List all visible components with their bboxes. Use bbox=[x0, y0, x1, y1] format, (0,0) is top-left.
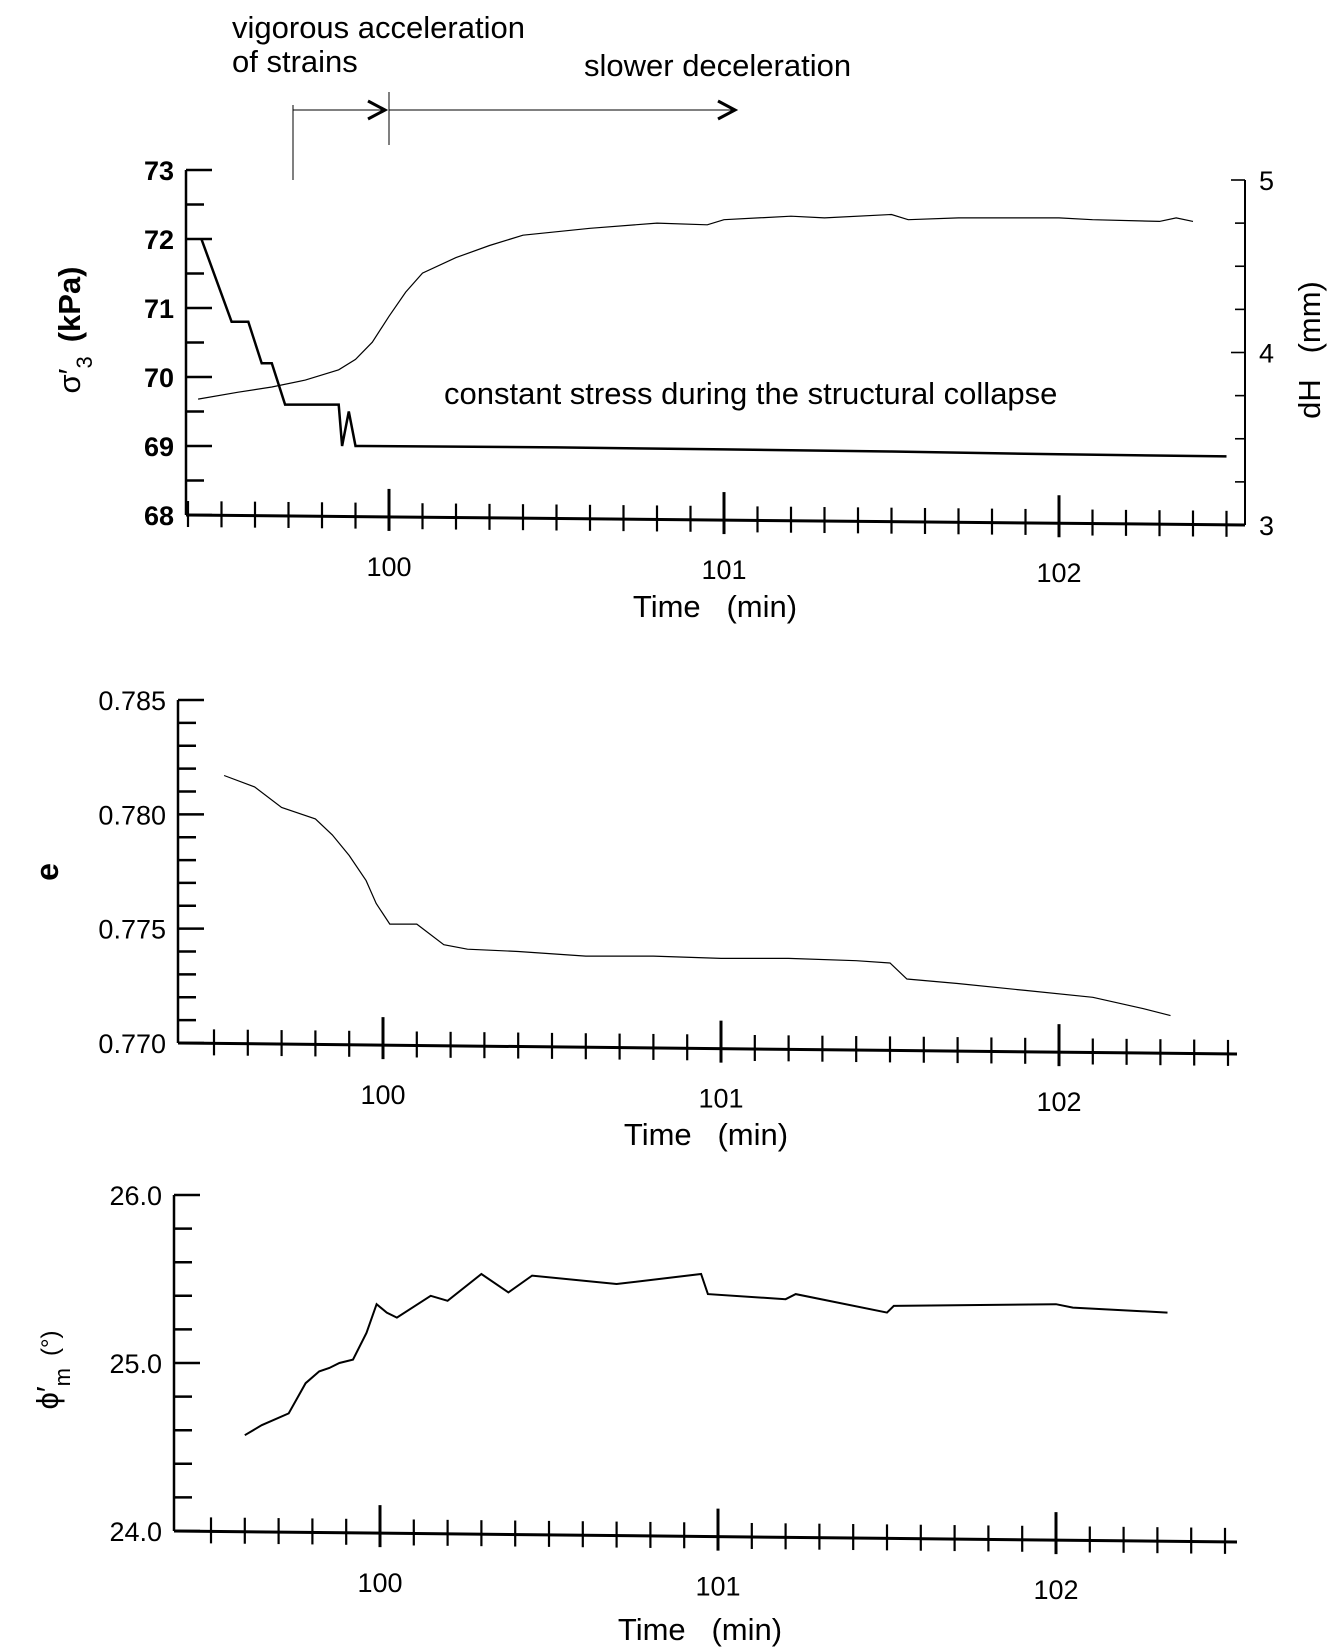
y-tick-label: 71 bbox=[144, 294, 174, 324]
y-tick-label: 25.0 bbox=[109, 1349, 162, 1379]
x-tick-label: 102 bbox=[1036, 558, 1081, 588]
y-tick-label: 68 bbox=[144, 501, 174, 531]
annotation-slower: slower deceleration bbox=[584, 48, 851, 83]
chart-stress-dh: 100 101 102 68 69 70 71 72 73 3 4 5 constant stre… bbox=[52, 156, 1327, 624]
annotation-constant-stress: constant stress during the structural co… bbox=[444, 376, 1057, 411]
chart3-ylabel: ϕ′m(°) bbox=[30, 1330, 75, 1409]
y-tick-label: 0.770 bbox=[98, 1029, 166, 1059]
x-tick-label: 100 bbox=[357, 1568, 402, 1598]
annotation-vigorous-line1: vigorous acceleration bbox=[232, 10, 525, 45]
y-right-tick-label: 5 bbox=[1259, 166, 1274, 196]
chart3-x-axis bbox=[173, 1529, 1238, 1544]
y-right-tick-label: 3 bbox=[1259, 511, 1274, 541]
chart1-x-axis bbox=[185, 513, 1246, 527]
y-tick-label: 24.0 bbox=[109, 1517, 162, 1547]
y-tick-label: 0.780 bbox=[98, 800, 166, 830]
series-line-dh bbox=[197, 213, 1194, 400]
annotation-vigorous-line2: of strains bbox=[232, 44, 358, 79]
chart2-ylabel: e bbox=[29, 863, 65, 881]
chart2-xlabel: Time (min) bbox=[624, 1117, 788, 1152]
annotation-arrow1-head bbox=[367, 99, 389, 121]
chart-void-ratio: 100 101 102 0.770 0.775 0.780 0.785 Time (min… bbox=[29, 686, 1238, 1152]
chart3-xlabel: Time (min) bbox=[618, 1612, 782, 1647]
y-tick-label: 73 bbox=[144, 156, 174, 186]
series-line-e bbox=[223, 774, 1171, 1017]
y-tick-label: 0.775 bbox=[98, 915, 166, 945]
chart-friction-angle: 100 101 102 24.0 25.0 26.0 Time (min) ϕ′m(°) bbox=[30, 1181, 1238, 1647]
x-tick-label: 101 bbox=[698, 1084, 743, 1114]
x-tick-label: 102 bbox=[1033, 1575, 1078, 1605]
chart2-x-axis bbox=[177, 1041, 1238, 1056]
chart1-xlabel: Time (min) bbox=[633, 589, 797, 624]
y-tick-label: 26.0 bbox=[109, 1181, 162, 1211]
x-tick-label: 100 bbox=[360, 1080, 405, 1110]
x-tick-label: 101 bbox=[701, 555, 746, 585]
y-tick-label: 69 bbox=[144, 432, 174, 462]
series-line-phi bbox=[244, 1272, 1168, 1437]
x-tick-label: 101 bbox=[695, 1572, 740, 1602]
y-tick-label: 70 bbox=[144, 363, 174, 393]
y-tick-label: 0.785 bbox=[98, 686, 166, 716]
annotation-arrow2-head bbox=[717, 99, 739, 121]
series-line-sigma3 bbox=[200, 238, 1227, 458]
chart1-ylabel-right: dH (mm) bbox=[1292, 281, 1327, 419]
chart1-ylabel-left: σ′3(kPa) bbox=[52, 266, 97, 393]
x-tick-label: 102 bbox=[1036, 1087, 1081, 1117]
x-tick-label: 100 bbox=[366, 552, 411, 582]
y-tick-label: 72 bbox=[144, 225, 174, 255]
y-right-tick-label: 4 bbox=[1259, 339, 1274, 369]
